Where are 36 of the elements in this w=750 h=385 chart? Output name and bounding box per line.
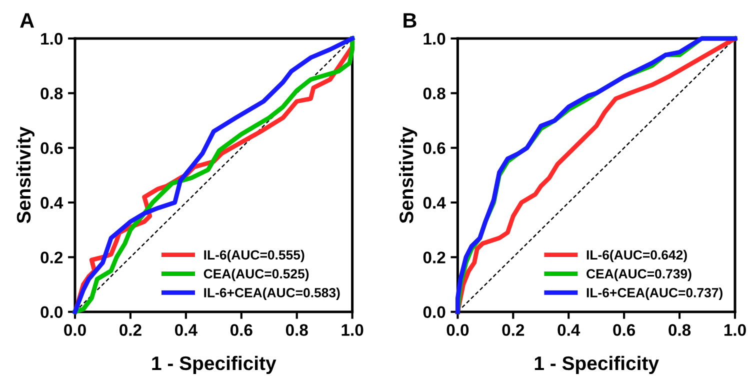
legend-label: IL-6(AUC=0.555) — [204, 250, 304, 262]
legend-label: IL-6+CEA(AUC=0.737) — [586, 288, 722, 300]
y-tick-label: 0.2 — [423, 252, 446, 264]
x-tick-label: 0.6 — [613, 324, 636, 336]
legend-label: IL-6+CEA(AUC=0.583) — [204, 288, 340, 300]
x-tick-label: 0.2 — [120, 324, 142, 336]
x-tick-label: 1.0 — [342, 324, 364, 336]
legend-label: IL-6(AUC=0.642) — [586, 250, 687, 262]
y-tick-label: 0.4 — [423, 196, 446, 209]
x-tick-label: 0.4 — [175, 324, 198, 336]
y-tick-label: 0.4 — [40, 196, 64, 209]
y-tick-label: 0.8 — [423, 88, 446, 100]
x-axis-title: 1 - Specificity — [152, 356, 276, 374]
x-tick-label: 1.0 — [724, 324, 746, 336]
y-tick-label: 1.0 — [424, 32, 446, 45]
y-tick-label: 0.6 — [40, 142, 63, 154]
y-axis-title: Sensitivity — [16, 126, 34, 224]
y-axis-title: Sensitivity — [399, 126, 418, 224]
y-tick-label: 0.0 — [423, 306, 446, 318]
x-tick-label: 0.8 — [286, 324, 308, 336]
x-axis-title: 1 - Specificity — [534, 356, 659, 374]
x-tick-label: 0.2 — [502, 324, 524, 336]
y-tick-label: 0.2 — [40, 252, 63, 264]
x-tick-label: 0.0 — [446, 324, 469, 336]
legend-label: CEA(AUC=0.739) — [586, 268, 692, 282]
legend-label: CEA(AUC=0.525) — [204, 268, 309, 282]
y-tick-label: 0.6 — [423, 142, 446, 154]
x-tick-label: 0.8 — [668, 324, 691, 336]
chart-title: B — [404, 13, 416, 28]
y-tick-label: 0.0 — [40, 306, 63, 318]
x-tick-label: 0.6 — [230, 324, 252, 336]
x-tick-label: 0.4 — [558, 324, 580, 336]
x-tick-label: 0.0 — [64, 324, 86, 336]
y-tick-label: 1.0 — [41, 32, 63, 45]
chart-title: A — [20, 13, 34, 28]
y-tick-label: 0.8 — [40, 88, 63, 100]
